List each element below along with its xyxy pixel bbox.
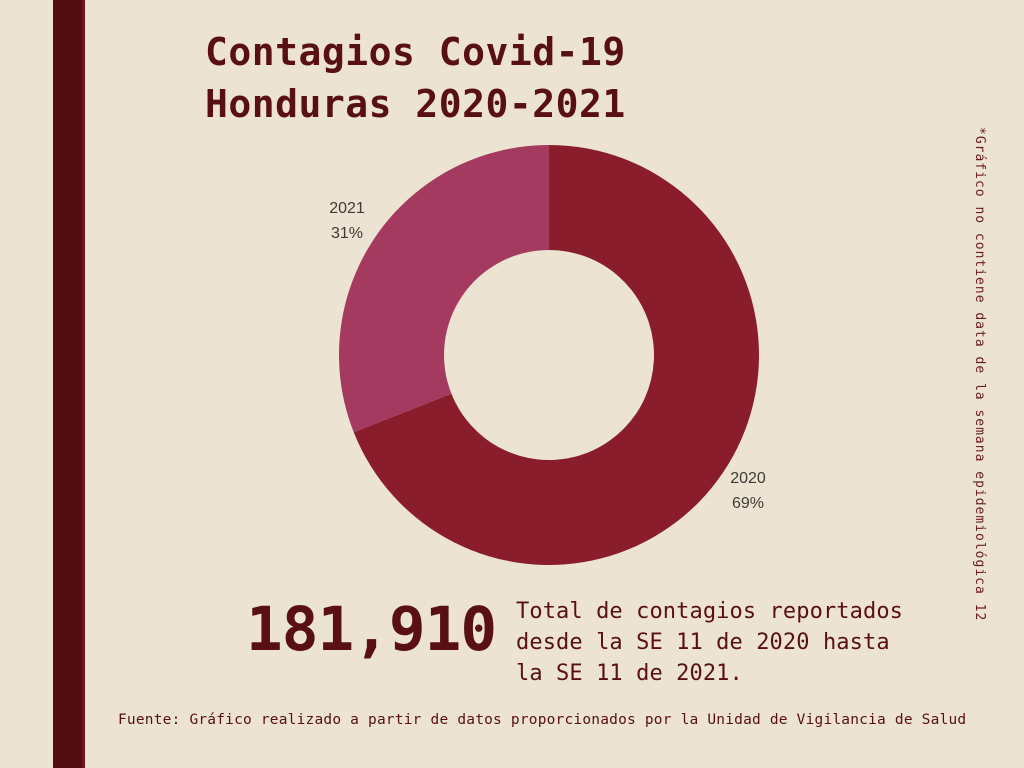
source-attribution: Fuente: Gráfico realizado a partir de da… — [118, 712, 967, 728]
slice-label-2021: 2021 31% — [302, 196, 392, 246]
description-line3: la SE 11 de 2021. — [516, 661, 743, 686]
slice-label-2020-year: 2020 — [730, 470, 766, 487]
page-title-line1: Contagios Covid-19 — [205, 30, 626, 74]
left-accent-bar — [53, 0, 85, 768]
slice-label-2020: 2020 69% — [703, 466, 793, 516]
total-contagions-description: Total de contagios reportados desde la S… — [516, 596, 903, 689]
total-contagions-value: 181,910 — [246, 594, 497, 665]
epidemiological-week-footnote: *Gráfico no contiene data de la semana e… — [972, 127, 987, 622]
slice-label-2020-pct: 69% — [731, 495, 765, 512]
description-line1: Total de contagios reportados — [516, 599, 904, 624]
slice-label-2021-year: 2021 — [329, 200, 365, 217]
donut-chart — [339, 145, 760, 565]
page-title-line2: Honduras 2020-2021 — [205, 82, 626, 126]
slice-label-2021-pct: 31% — [330, 225, 364, 242]
donut-slice-2020 — [353, 145, 760, 565]
donut-chart-container — [339, 145, 760, 565]
donut-slice-2021 — [339, 145, 549, 433]
description-line2: desde la SE 11 de 2020 hasta — [516, 630, 890, 655]
page-title: Contagios Covid-19 Honduras 2020-2021 — [205, 26, 626, 130]
